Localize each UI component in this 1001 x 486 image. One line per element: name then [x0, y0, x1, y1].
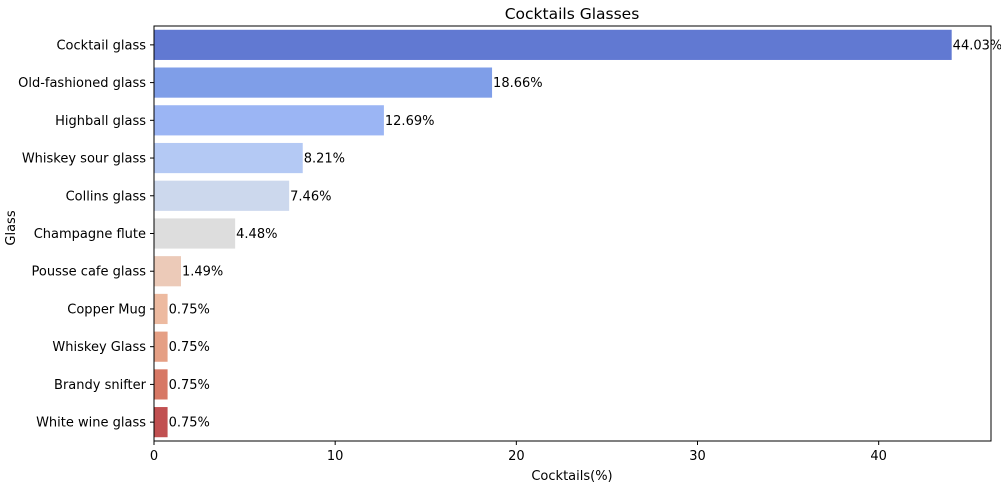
- y-tick-label: Copper Mug: [67, 302, 146, 317]
- bar-value-label: 8.21%: [304, 152, 345, 167]
- x-tick-label: 10: [327, 449, 344, 464]
- y-tick-label: Highball glass: [55, 114, 146, 129]
- y-tick-label: Whiskey Glass: [52, 340, 146, 355]
- y-tick-label: White wine glass: [36, 416, 146, 431]
- x-tick-label: 40: [870, 449, 887, 464]
- bar-pousse-cafe-glass: [154, 256, 181, 287]
- bars-group: [154, 29, 952, 438]
- y-tick-label: Pousse cafe glass: [32, 265, 147, 280]
- x-tick-label: 30: [689, 449, 706, 464]
- x-tick-label: 0: [150, 449, 158, 464]
- y-tick-label: Brandy snifter: [54, 378, 147, 393]
- y-tick-label: Old-fashioned glass: [18, 76, 146, 91]
- y-axis-label: Glass: [4, 210, 19, 245]
- chart-title: Cocktails Glasses: [505, 5, 640, 23]
- bar-collins-glass: [154, 180, 290, 211]
- bar-whiskey-sour-glass: [154, 142, 303, 174]
- y-tick-label: Champagne flute: [34, 227, 146, 242]
- bar-cocktail-glass: [154, 29, 952, 60]
- x-tick-label: 20: [508, 449, 525, 464]
- bar-value-label: 0.75%: [169, 378, 210, 393]
- bar-value-label: 7.46%: [290, 189, 331, 204]
- bar-copper-mug: [154, 293, 168, 325]
- bar-value-label: 18.66%: [493, 76, 543, 91]
- bar-highball-glass: [154, 105, 384, 136]
- bar-value-label: 12.69%: [385, 114, 435, 129]
- bar-value-label: 0.75%: [169, 416, 210, 431]
- y-tick-label: Whiskey sour glass: [22, 152, 146, 167]
- bar-champagne-flute: [154, 218, 236, 249]
- y-tick-label: Cocktail glass: [56, 38, 146, 53]
- bar-value-label: 0.75%: [169, 340, 210, 355]
- y-tick-label: Collins glass: [66, 189, 147, 204]
- bar-white-wine-glass: [154, 407, 168, 438]
- bar-value-label: 0.75%: [169, 302, 210, 317]
- x-axis: 0 10 20 30 40: [150, 441, 887, 464]
- bar-value-label: 4.48%: [236, 227, 277, 242]
- plot-frame: [153, 25, 992, 442]
- bar-labels-group: 44.03% 18.66% 12.69% 8.21% 7.46% 4.48% 1.49% 0.…: [169, 38, 1001, 430]
- x-axis-label: Cocktails(%): [531, 469, 612, 484]
- bar-old-fashioned-glass: [154, 67, 493, 98]
- y-axis: Cocktail glass Old-fashioned glass Highbal…: [18, 38, 154, 431]
- bar-value-label: 44.03%: [953, 38, 1001, 53]
- bar-whiskey-glass: [154, 331, 168, 362]
- bar-brandy-snifter: [154, 369, 168, 400]
- bar-value-label: 1.49%: [182, 265, 223, 280]
